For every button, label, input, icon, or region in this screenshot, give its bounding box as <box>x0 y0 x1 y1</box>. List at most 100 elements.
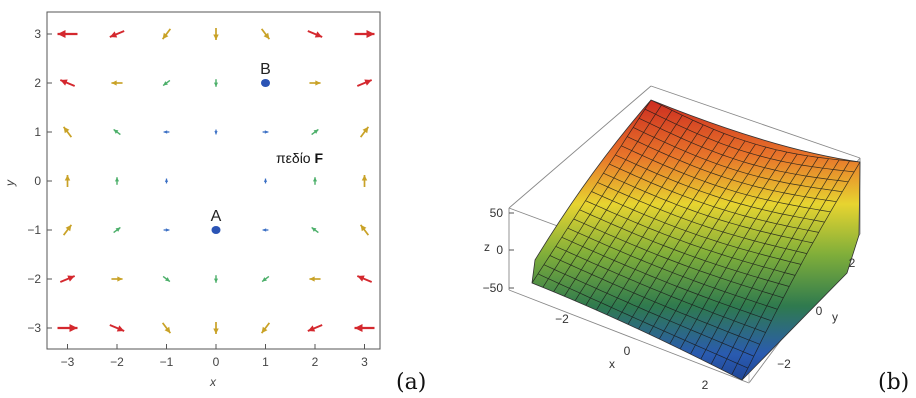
y-tick-label: 2 <box>849 256 856 270</box>
field-arrow <box>354 324 375 332</box>
field-arrow <box>356 275 373 283</box>
mesh-line <box>731 160 850 376</box>
field-arrow <box>309 276 321 282</box>
x-tick-label: −2 <box>555 312 569 326</box>
field-label: πεδίο F <box>276 150 323 166</box>
y-tick-label: −2 <box>27 272 41 286</box>
surface-plot-3d: 50 0 −50 z −2 0 2 x 2 0 −2 y (b) <box>483 85 909 395</box>
mesh-line <box>573 218 784 299</box>
field-arrow <box>356 79 373 87</box>
y-tick-label: −1 <box>27 223 41 237</box>
field-arrow <box>109 30 125 38</box>
field-arrow <box>111 80 123 86</box>
plot-frame <box>46 11 381 350</box>
field-arrow <box>307 30 323 38</box>
x-axis-label: x <box>609 357 615 371</box>
field-arrow <box>213 79 219 87</box>
x-tick-label: −2 <box>110 355 124 369</box>
field-arrow <box>263 178 268 184</box>
x-tick-label: 2 <box>702 378 709 392</box>
field-arrow <box>354 30 375 38</box>
mesh-line <box>579 209 790 287</box>
field-arrow <box>64 175 71 187</box>
field-arrow <box>262 228 269 232</box>
y-tick-label: 0 <box>816 304 823 318</box>
mesh-line <box>741 161 860 380</box>
panel-label-a: (a) <box>396 370 426 395</box>
x-tick-label: 0 <box>213 355 220 369</box>
y-tick-label: 2 <box>34 76 41 90</box>
field-arrow <box>59 79 76 87</box>
field-arrow <box>260 322 271 334</box>
y-tick-label: −3 <box>27 321 41 335</box>
field-arrow <box>59 275 76 283</box>
x-tick-label: 0 <box>624 344 631 358</box>
field-arrow <box>262 130 269 134</box>
mesh-line <box>720 159 840 371</box>
surface <box>532 100 860 380</box>
points: AB <box>211 61 271 234</box>
z-axis-label: z <box>484 240 490 254</box>
field-arrow <box>361 175 368 187</box>
mesh-line <box>710 158 829 366</box>
x-tick-label: −1 <box>160 355 174 369</box>
z-tick-label: 0 <box>496 243 503 257</box>
field-arrow <box>161 322 172 334</box>
point-label: B <box>260 61 271 78</box>
mesh-line <box>668 151 788 347</box>
field-arrow <box>260 28 271 40</box>
mesh-line <box>567 227 778 310</box>
mesh-line <box>678 153 798 352</box>
mesh-line <box>699 157 819 361</box>
field-arrow <box>161 28 172 40</box>
axis-ticks: −3 −2 −1 0 1 2 3 3 2 1 0 −1 −2 −3 <box>27 27 368 369</box>
x-tick-label: 2 <box>312 355 319 369</box>
field-arrow <box>214 129 218 135</box>
x-axis: −2 0 2 x <box>555 312 709 392</box>
field-arrow <box>62 126 73 138</box>
mesh-line <box>561 236 772 322</box>
z-axis: 50 0 −50 z <box>483 206 514 295</box>
field-arrow <box>163 130 170 134</box>
mesh-line <box>543 264 754 357</box>
y-tick-label: −2 <box>777 357 791 371</box>
field-arrow <box>114 177 120 185</box>
y-tick-label: 1 <box>34 125 41 139</box>
x-tick-label: 1 <box>262 355 269 369</box>
y-axis: 2 0 −2 y <box>777 256 856 371</box>
field-arrow <box>113 128 121 136</box>
field-arrows <box>57 28 375 334</box>
field-arrow <box>113 226 121 234</box>
field-arrow <box>307 324 323 332</box>
field-arrow <box>164 178 169 184</box>
field-arrow <box>359 224 370 236</box>
point-b: B <box>260 61 271 87</box>
field-arrow <box>57 324 78 332</box>
field-arrow <box>261 275 270 283</box>
field-arrow <box>311 128 319 136</box>
mesh-line <box>555 246 766 333</box>
x-tick-label: −3 <box>61 355 75 369</box>
mesh-line <box>537 273 749 369</box>
field-arrow <box>309 80 321 86</box>
field-label-prefix: πεδίο <box>276 150 314 166</box>
y-tick-label: 0 <box>34 174 41 188</box>
mesh-line <box>549 255 760 345</box>
surface-outline <box>531 99 861 381</box>
mesh-line <box>591 191 802 265</box>
z-tick-label: 50 <box>490 206 504 220</box>
point-a: A <box>211 208 222 234</box>
y-tick-label: 3 <box>34 27 41 41</box>
field-arrow <box>163 228 170 232</box>
x-tick-label: 3 <box>361 355 368 369</box>
mesh-line <box>657 149 777 342</box>
field-arrow <box>213 28 219 40</box>
field-arrow <box>62 224 73 236</box>
field-arrow <box>312 177 318 185</box>
mesh-line <box>585 200 796 276</box>
field-arrow <box>213 322 219 334</box>
x-axis-label: x <box>209 375 217 389</box>
field-label-bold: F <box>314 150 323 166</box>
mesh-line <box>689 155 809 356</box>
